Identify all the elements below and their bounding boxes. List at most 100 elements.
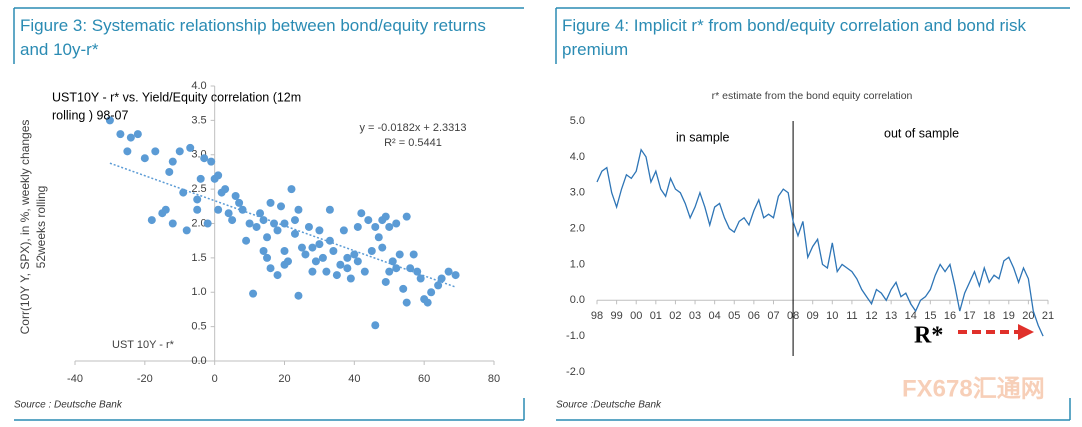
point bbox=[304, 222, 313, 231]
point bbox=[151, 147, 160, 156]
point bbox=[140, 154, 149, 163]
x-tick-label: 10 bbox=[826, 310, 838, 322]
point bbox=[196, 174, 205, 183]
y-tick-label: 1.0 bbox=[191, 286, 206, 298]
point bbox=[318, 253, 327, 262]
point bbox=[263, 233, 272, 242]
point bbox=[266, 198, 275, 207]
arrow bbox=[958, 324, 1034, 340]
point bbox=[273, 226, 282, 235]
point bbox=[399, 284, 408, 293]
x-tick-label: 18 bbox=[983, 310, 995, 322]
point bbox=[329, 247, 338, 255]
point bbox=[224, 209, 233, 218]
series-line bbox=[596, 148, 1044, 337]
annotation: in sample bbox=[676, 130, 730, 144]
scatter-chart: -40 -20 0 20 40 60 800.00.51.01.52.02.53.03.54… bbox=[14, 80, 500, 411]
point bbox=[245, 219, 254, 228]
point bbox=[451, 271, 460, 280]
point bbox=[413, 267, 422, 276]
x-tick-label: 21 bbox=[1042, 310, 1054, 322]
point bbox=[266, 264, 275, 273]
x-tick-label: 60 bbox=[418, 373, 430, 385]
point bbox=[357, 209, 366, 218]
point bbox=[367, 247, 376, 255]
point bbox=[343, 264, 352, 273]
point bbox=[207, 157, 216, 166]
x-tick-label: 0 bbox=[212, 373, 218, 385]
chart-title: Figure 3: Systematic relationship betwee… bbox=[20, 16, 486, 59]
point bbox=[168, 219, 177, 228]
point bbox=[297, 243, 306, 252]
point bbox=[290, 229, 299, 238]
y-tick-label: 3.0 bbox=[570, 187, 585, 199]
point bbox=[263, 253, 272, 262]
point bbox=[161, 205, 170, 214]
point bbox=[186, 143, 195, 152]
equation: y = -0.0182x + 2.3313 bbox=[359, 122, 466, 134]
point bbox=[147, 216, 156, 225]
x-tick-label: 12 bbox=[865, 310, 877, 322]
x-axis-label: UST 10Y - r* bbox=[112, 339, 175, 351]
y-tick-label: 1.0 bbox=[570, 258, 585, 270]
r-squared: R² = 0.5441 bbox=[384, 137, 442, 149]
point bbox=[315, 240, 324, 249]
y-axis-label: Corr(10Y Y, SPX), in %, weekly changes bbox=[18, 120, 32, 335]
point bbox=[133, 130, 142, 139]
point bbox=[193, 205, 202, 214]
point bbox=[360, 267, 369, 276]
y-axis-label: 52weeks rolling bbox=[34, 186, 48, 269]
x-tick-label: 16 bbox=[944, 310, 956, 322]
point bbox=[336, 260, 345, 269]
x-tick-label: -20 bbox=[137, 373, 153, 385]
point bbox=[182, 226, 191, 235]
x-tick-label: 80 bbox=[488, 373, 500, 385]
point bbox=[193, 195, 202, 204]
point bbox=[371, 321, 380, 330]
x-tick-label: 99 bbox=[610, 310, 622, 322]
point bbox=[273, 271, 282, 280]
x-tick-label: 06 bbox=[748, 310, 760, 322]
point bbox=[308, 267, 317, 276]
y-tick-label: 2.5 bbox=[191, 183, 206, 195]
frame bbox=[13, 7, 1071, 421]
x-tick-label: 19 bbox=[1003, 310, 1015, 322]
point bbox=[392, 264, 401, 273]
x-tick-label: 17 bbox=[963, 310, 975, 322]
annotation: out of sample bbox=[884, 126, 959, 140]
point bbox=[350, 250, 359, 259]
y-tick-label: 5.0 bbox=[570, 115, 585, 127]
x-tick-label: 11 bbox=[846, 310, 857, 322]
point bbox=[249, 289, 258, 298]
point bbox=[392, 219, 401, 228]
x-tick-label: 09 bbox=[807, 310, 819, 322]
point bbox=[175, 147, 184, 156]
point bbox=[235, 198, 244, 207]
x-tick-label: 20 bbox=[1022, 310, 1034, 322]
x-tick-label: 04 bbox=[709, 310, 721, 322]
point bbox=[315, 226, 324, 235]
point bbox=[126, 133, 135, 142]
x-tick-label: 14 bbox=[905, 310, 917, 322]
x-tick-label: 98 bbox=[591, 310, 603, 322]
watermark: FX678汇通网 bbox=[902, 375, 1045, 402]
point bbox=[402, 212, 411, 221]
point bbox=[385, 222, 394, 231]
point bbox=[280, 260, 289, 269]
point bbox=[277, 202, 286, 211]
point bbox=[434, 281, 443, 290]
point bbox=[332, 271, 341, 280]
point bbox=[346, 274, 355, 283]
point bbox=[270, 219, 279, 228]
point bbox=[259, 247, 268, 255]
point bbox=[221, 185, 230, 194]
x-tick-label: 13 bbox=[885, 310, 897, 322]
chart-title: Figure 4: Implicit r* from bond/equity c… bbox=[562, 16, 1026, 59]
point bbox=[200, 154, 209, 163]
y-tick-label: 1.5 bbox=[191, 252, 206, 264]
point bbox=[280, 219, 289, 228]
point bbox=[374, 233, 383, 242]
point bbox=[364, 216, 373, 225]
